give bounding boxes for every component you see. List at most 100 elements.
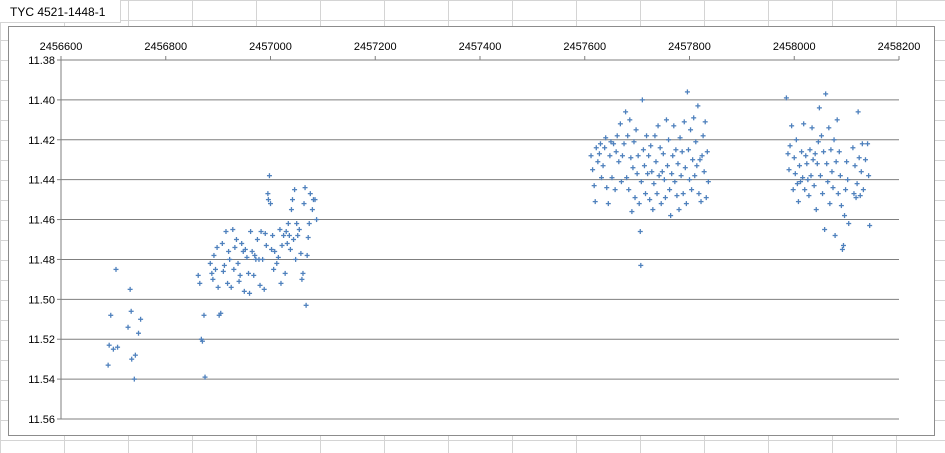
data-point [270,233,276,239]
data-point [830,185,836,191]
data-point [674,193,680,199]
data-point [595,159,601,165]
data-point [609,175,615,181]
gridlines [61,99,899,420]
data-point [665,163,671,169]
chart-area[interactable]: 2456600 2456800 2457000 2457200 2457400 24576… [8,26,935,436]
data-point [672,179,678,185]
data-point [260,256,266,262]
data-point [858,169,864,175]
x-tick-label: 2457200 [354,41,397,53]
data-point [801,121,807,127]
data-point [314,217,320,223]
data-point [623,109,629,115]
data-point [629,209,635,215]
data-point [805,177,811,183]
data-point [643,191,649,197]
data-point [802,187,808,193]
data-point [673,147,679,153]
data-point [699,153,705,159]
data-point [303,302,309,308]
data-point [845,177,851,183]
data-point [798,179,804,185]
data-point [239,240,245,246]
data-point [261,286,267,292]
data-point [855,109,861,115]
data-point [833,159,839,165]
data-point [659,169,665,175]
data-point [285,221,291,227]
y-tick-label: 11.54 [28,374,55,386]
data-point [213,266,219,272]
data-point [843,187,849,193]
data-point [271,266,277,272]
data-point [304,252,310,258]
data-point [138,316,144,322]
data-point [627,117,633,123]
data-point [218,310,224,316]
data-point [647,197,653,203]
data-point [831,137,837,143]
data-point [223,229,229,235]
data-point [658,201,664,207]
x-tick-label: 2457800 [668,41,711,53]
y-tick-label: 11.38 [28,55,55,67]
data-point [789,123,795,129]
data-point [131,376,137,382]
data-point [859,141,865,147]
data-point [822,227,828,233]
x-tick-label: 2456800 [144,41,187,53]
data-point [294,221,300,227]
data-point [633,127,639,133]
data-point [846,221,852,227]
data-point [860,187,866,193]
data-point [853,195,859,201]
data-point [254,237,260,242]
data-point [279,242,285,248]
data-point [811,183,817,189]
data-point [701,169,707,175]
data-point [281,233,287,239]
data-point [688,127,694,133]
data-point [262,231,268,237]
data-point [305,235,311,241]
data-point [666,137,672,143]
data-point [593,145,599,151]
data-point [632,195,638,201]
data-point [307,191,313,197]
data-point [835,191,841,197]
data-point [690,157,696,163]
data-point [613,149,619,155]
data-point [791,155,797,161]
data-point [614,133,620,139]
x-tick-label: 2457400 [459,41,502,53]
data-point [277,227,283,233]
data-point [661,177,667,183]
y-tick-label: 11.44 [28,175,55,187]
data-point [676,207,682,213]
data-points [105,89,873,382]
data-point [274,260,280,266]
data-point [851,191,857,197]
data-point [211,252,217,258]
data-point [807,147,813,153]
data-point [704,149,710,155]
data-point [624,175,630,181]
axes [57,56,900,420]
data-point [667,187,673,193]
data-point [677,135,683,141]
data-point [634,171,640,177]
data-point [248,229,254,235]
data-point [306,221,312,227]
data-point [810,157,816,163]
data-point [836,149,842,155]
data-point [227,256,233,262]
sheet-cell-title[interactable]: TYC 4521-1448-1 [0,0,121,23]
data-point [590,167,596,173]
data-point [258,229,264,235]
data-point [284,240,290,246]
data-point [670,153,676,159]
data-point [635,153,641,159]
data-point [660,151,666,157]
data-point [625,133,631,139]
